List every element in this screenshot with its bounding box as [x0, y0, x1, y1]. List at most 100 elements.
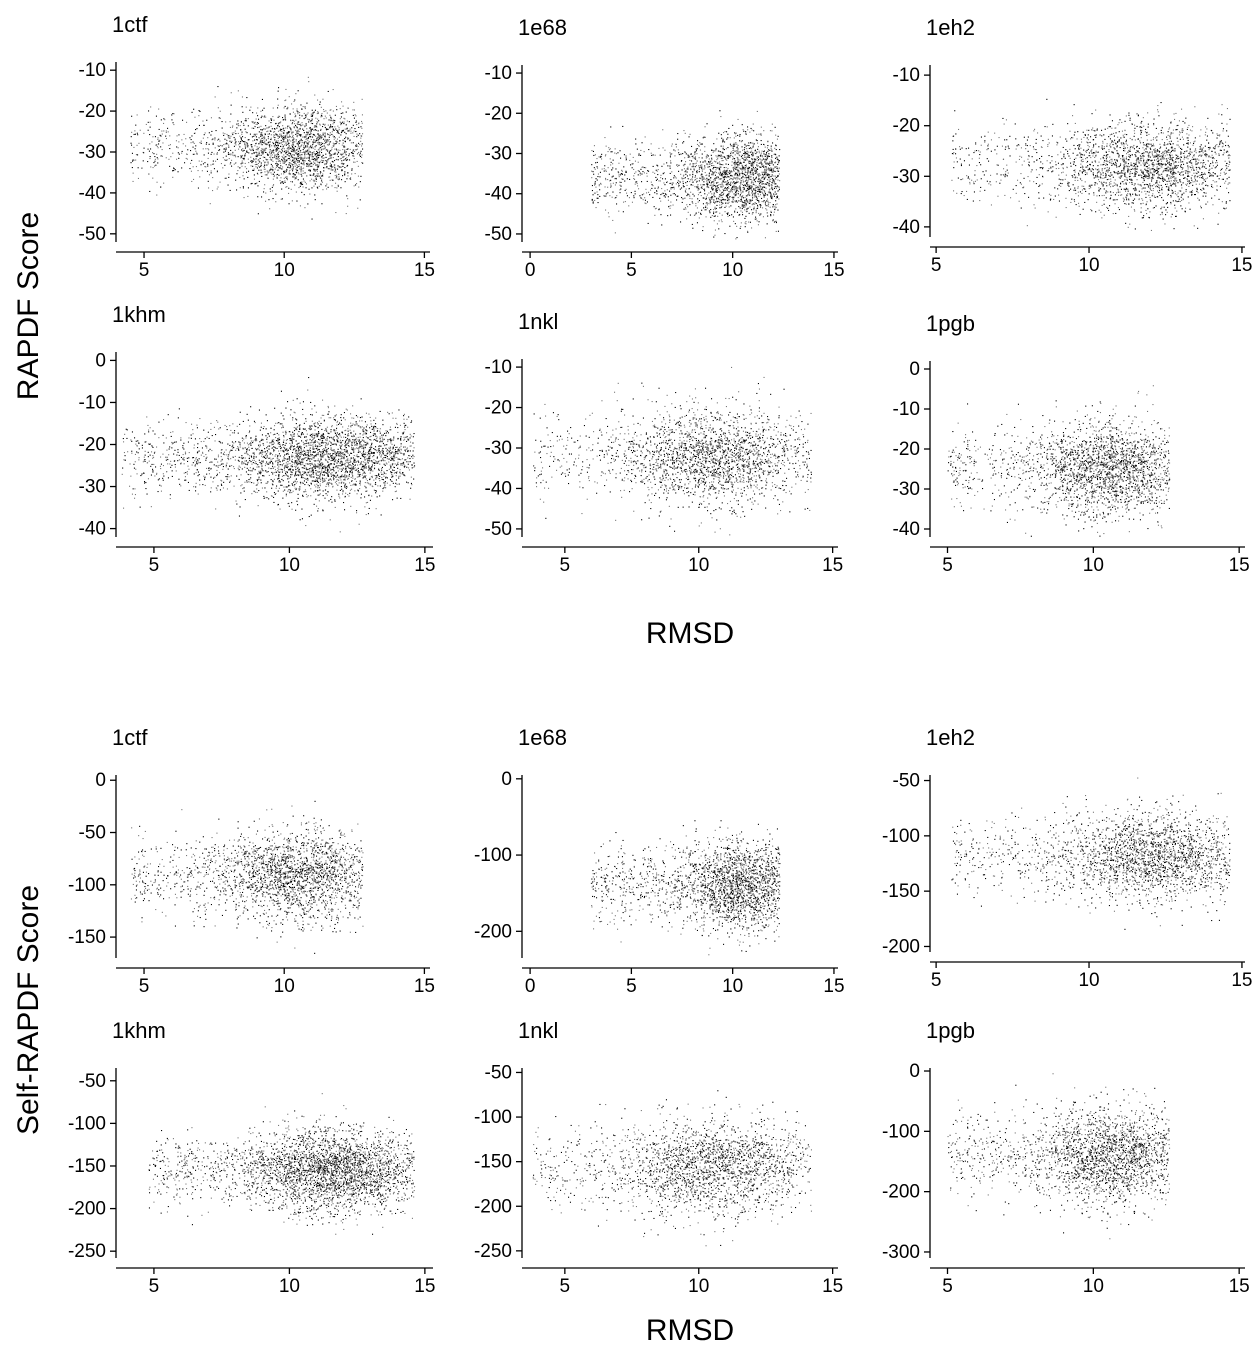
data-point — [612, 191, 614, 193]
data-point — [240, 157, 242, 159]
data-point — [730, 152, 732, 154]
data-point — [777, 195, 779, 197]
data-point — [763, 170, 765, 172]
data-point — [306, 165, 308, 167]
data-point — [732, 152, 734, 154]
data-point — [724, 172, 726, 174]
data-point — [258, 151, 260, 153]
data-point — [1003, 123, 1005, 125]
data-point — [258, 152, 260, 154]
data-point — [720, 157, 722, 159]
data-point — [722, 181, 724, 183]
data-point — [315, 169, 317, 171]
data-point — [288, 192, 290, 194]
data-point — [722, 160, 724, 162]
data-point — [752, 142, 754, 144]
data-point — [256, 155, 258, 157]
data-point — [357, 207, 359, 209]
data-point — [281, 135, 283, 137]
data-point — [255, 139, 257, 141]
data-point — [628, 197, 630, 199]
data-point — [289, 164, 291, 166]
data-point — [1179, 172, 1181, 174]
data-point — [1095, 182, 1097, 184]
data-point — [677, 138, 679, 140]
data-point — [717, 150, 719, 152]
data-point — [702, 137, 704, 139]
data-point — [1142, 152, 1144, 154]
data-point — [641, 181, 643, 183]
data-point — [739, 187, 741, 189]
data-point — [337, 141, 339, 143]
data-point — [171, 119, 173, 121]
data-point — [1151, 172, 1153, 174]
data-point — [256, 152, 258, 154]
data-point — [741, 177, 743, 179]
data-point — [360, 126, 362, 128]
data-point — [197, 170, 199, 172]
data-point — [1218, 198, 1220, 200]
data-point — [739, 173, 741, 175]
data-point — [663, 195, 665, 197]
data-point — [747, 126, 749, 128]
data-point — [190, 162, 192, 164]
data-point — [690, 153, 692, 155]
data-point — [206, 142, 208, 144]
data-point — [671, 184, 673, 186]
data-point — [297, 159, 299, 161]
data-point — [224, 177, 226, 179]
data-point — [716, 223, 718, 225]
data-point — [1172, 132, 1174, 134]
data-point — [762, 216, 764, 218]
data-point — [300, 173, 302, 175]
data-point — [212, 190, 214, 192]
data-point — [222, 132, 224, 134]
data-point — [748, 155, 750, 157]
data-point — [716, 198, 718, 200]
data-point — [316, 154, 318, 156]
data-point — [688, 136, 690, 138]
data-point — [733, 184, 735, 186]
data-point — [750, 171, 752, 173]
data-point — [282, 145, 284, 147]
data-point — [1031, 169, 1033, 171]
data-point — [282, 119, 284, 121]
data-point — [260, 117, 262, 119]
data-point — [237, 166, 239, 168]
data-point — [776, 197, 778, 199]
data-point — [334, 120, 336, 122]
data-point — [755, 187, 757, 189]
data-point — [344, 158, 346, 160]
data-point — [319, 101, 321, 103]
data-point — [1146, 191, 1148, 193]
data-point — [324, 140, 326, 142]
data-point — [642, 199, 644, 201]
data-point — [334, 175, 336, 177]
data-point — [310, 122, 312, 124]
data-point — [285, 164, 287, 166]
data-point — [746, 154, 748, 156]
data-point — [315, 145, 317, 147]
data-point — [705, 198, 707, 200]
data-point — [276, 134, 278, 136]
data-point — [733, 149, 735, 151]
data-point — [224, 143, 226, 145]
data-point — [310, 120, 312, 122]
data-point — [361, 143, 363, 145]
data-point — [1209, 174, 1211, 176]
data-point — [272, 198, 274, 200]
data-point — [287, 132, 289, 134]
data-point — [1093, 177, 1095, 179]
data-point — [769, 169, 771, 171]
data-point — [713, 167, 715, 169]
data-point — [596, 197, 598, 199]
data-point — [777, 209, 779, 211]
data-point — [597, 173, 599, 175]
data-point — [1174, 178, 1176, 180]
data-point — [1100, 174, 1102, 176]
data-point — [728, 191, 730, 193]
data-point — [1219, 135, 1221, 137]
data-point — [734, 164, 736, 166]
data-point — [735, 208, 737, 210]
data-point — [765, 153, 767, 155]
